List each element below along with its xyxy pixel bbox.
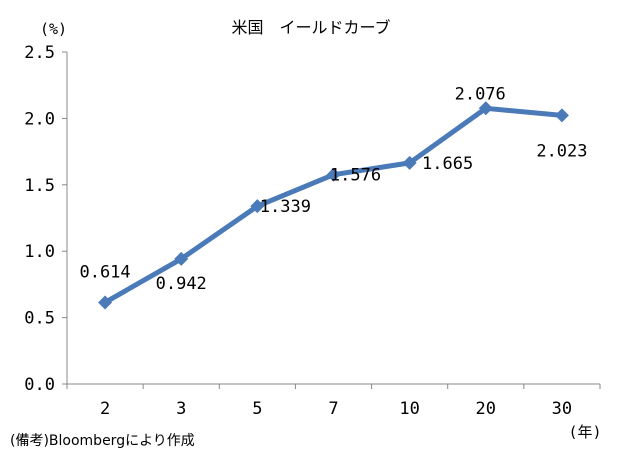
chart-title: 米国 イールドカーブ (231, 18, 390, 37)
data-label: 2.076 (455, 84, 506, 104)
data-label: 0.614 (79, 262, 130, 282)
x-axis-unit-label: (年) (568, 423, 601, 441)
data-point-marker (402, 155, 417, 170)
data-label: 1.665 (422, 154, 473, 174)
x-tick-label: 20 (476, 399, 496, 419)
y-tick-label: 2.5 (24, 43, 55, 63)
data-point-marker (478, 101, 493, 116)
x-tick-label: 7 (328, 399, 338, 419)
x-tick-label: 10 (399, 399, 419, 419)
data-label: 0.942 (156, 274, 207, 294)
data-label: 1.339 (260, 197, 311, 217)
y-axis-unit-label: (%) (40, 20, 67, 38)
data-point-marker (250, 199, 265, 214)
source-note: (備考)Bloombergにより作成 (10, 433, 195, 449)
x-tick-label: 5 (252, 399, 262, 419)
y-tick-label: 1.0 (24, 242, 55, 262)
data-point-marker (326, 167, 341, 182)
x-tick-label: 2 (100, 399, 110, 419)
data-point-marker (554, 108, 569, 123)
y-tick-label: 2.0 (24, 109, 55, 129)
x-tick-label: 30 (552, 399, 572, 419)
data-label: 1.576 (330, 166, 381, 186)
y-tick-label: 1.5 (24, 176, 55, 196)
y-tick-label: 0.5 (24, 309, 55, 329)
x-tick-label: 3 (176, 399, 186, 419)
data-point-marker (174, 251, 189, 266)
data-label: 2.023 (536, 141, 587, 161)
y-tick-label: 0.0 (24, 375, 55, 395)
data-point-marker (98, 295, 113, 310)
